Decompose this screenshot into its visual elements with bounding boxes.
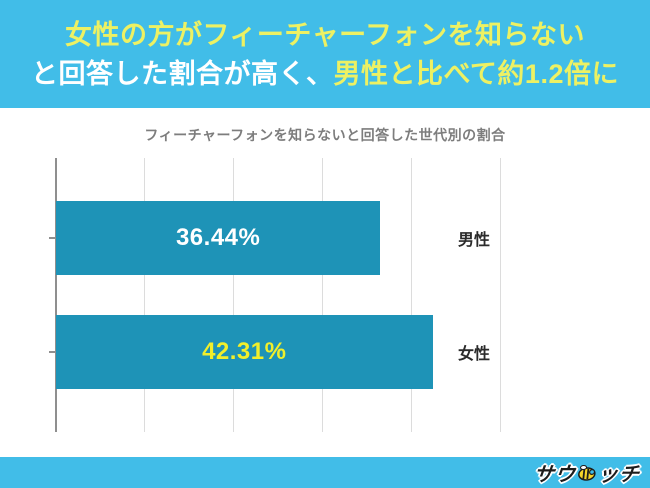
y-tick-mark xyxy=(49,237,55,239)
brand-logo: サウ ッチ xyxy=(532,458,641,487)
header-banner: 女性の方がフィーチャーフォンを知らない と回答した割合が高く、男性と比べて約1.… xyxy=(0,0,650,108)
headline-line2: と回答した割合が高く、男性と比べて約1.2倍に xyxy=(31,56,619,92)
bar: 42.31% xyxy=(56,315,433,389)
headline-line2-yellow: 男性と比べて約1.2倍に xyxy=(333,58,619,89)
chart-section: フィーチャーフォンを知らないと回答した世代別の割合 0%10%20%30%40%… xyxy=(0,108,650,457)
gridline xyxy=(500,158,501,432)
y-tick-mark xyxy=(49,351,55,353)
headline-line1: 女性の方がフィーチャーフォンを知らない xyxy=(64,19,586,50)
gridline xyxy=(411,158,412,432)
gridline xyxy=(322,158,323,432)
bar-value-label: 36.44% xyxy=(175,224,261,251)
y-axis-line xyxy=(55,158,57,432)
bar: 36.44% xyxy=(56,201,381,275)
headline-line2-white: と回答した割合が高く、 xyxy=(31,58,334,89)
bee-mascot-icon xyxy=(576,464,598,482)
category-label: 女性 xyxy=(457,346,490,363)
chart-title: フィーチャーフォンを知らないと回答した世代別の割合 xyxy=(144,127,506,143)
bar-value-label: 42.31% xyxy=(202,338,287,365)
footer-bar: サウ ッチ xyxy=(0,457,650,488)
category-label: 男性 xyxy=(457,232,490,249)
gridline xyxy=(144,158,145,432)
gridline xyxy=(233,158,234,432)
logo-text-left: サウ xyxy=(532,464,577,486)
logo-text-right: ッチ xyxy=(596,464,641,486)
